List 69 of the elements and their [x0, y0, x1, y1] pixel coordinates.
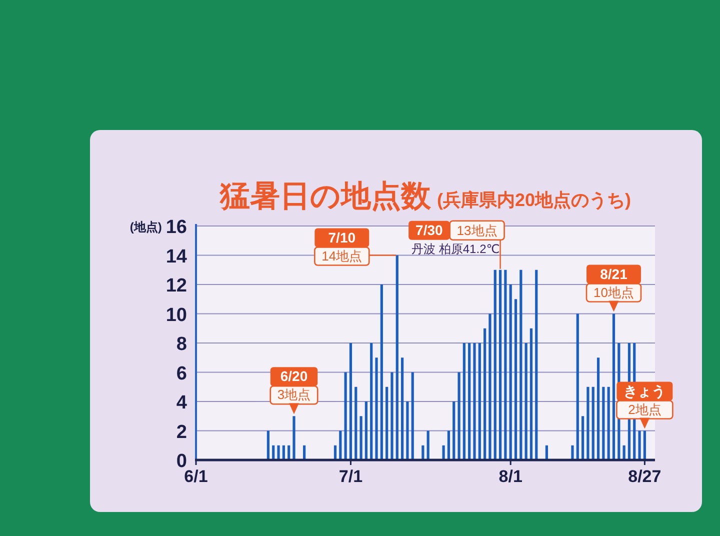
chart-title: 猛暑日の地点数: [218, 180, 432, 213]
bar: [524, 343, 528, 460]
bar: [380, 284, 383, 460]
bar: [349, 343, 352, 460]
bar: [375, 358, 378, 460]
bar: [364, 402, 368, 460]
bar: [643, 430, 646, 460]
bar: [360, 416, 362, 460]
bar: [400, 358, 404, 460]
bar: [458, 372, 460, 460]
bar: [488, 314, 492, 460]
x-tick-label: 6/1: [184, 467, 208, 486]
y-tick-label: 6: [176, 363, 187, 384]
y-tick-label: 2: [176, 422, 187, 443]
bar: [396, 255, 398, 460]
bar: [277, 445, 280, 460]
x-tick-label: 8/1: [498, 467, 522, 486]
bar: [514, 299, 518, 460]
bar: [266, 430, 270, 460]
bar: [354, 386, 358, 460]
bar: [447, 430, 450, 460]
bar: [571, 445, 574, 460]
bar: [586, 386, 590, 460]
bar: [607, 386, 610, 460]
bar: [596, 358, 600, 460]
bar: [370, 343, 373, 460]
y-tick-label: 16: [166, 217, 187, 238]
y-axis-title: (地点): [130, 220, 162, 234]
x-tick-label: 7/1: [338, 467, 363, 486]
bar: [535, 270, 538, 460]
bar: [411, 372, 414, 460]
x-tick-label: 8/27: [628, 467, 662, 486]
bar: [592, 386, 594, 460]
bar: [468, 343, 471, 460]
bar: [484, 328, 486, 460]
bar: [530, 328, 533, 460]
annotation: 8/21 10地点: [594, 266, 634, 300]
bar: [292, 416, 296, 460]
bar: [494, 270, 496, 460]
y-tick-label: 14: [166, 246, 188, 268]
bar: [390, 372, 394, 460]
y-tick-label: 10: [166, 304, 187, 326]
bar: [339, 430, 342, 460]
bar: [406, 402, 409, 460]
bar: [344, 372, 347, 460]
bar: [602, 386, 605, 460]
y-tick-label: 4: [176, 392, 188, 414]
bar: [462, 343, 466, 460]
bar: [478, 343, 481, 460]
bar: [638, 430, 641, 460]
bar: [520, 270, 522, 460]
annotation: 7/30 13地点: [416, 222, 498, 238]
bar: [386, 386, 388, 460]
bar: [426, 430, 430, 460]
annotation: 6/20 3地点: [277, 368, 311, 402]
bar: [509, 284, 512, 460]
bar: [452, 402, 456, 460]
bar: [576, 314, 579, 460]
y-tick-label: 0: [176, 451, 187, 472]
bar: [498, 270, 502, 460]
chart-subtitle: (兵庫県内20地点のうち): [436, 190, 632, 210]
y-tick-label: 12: [166, 276, 187, 296]
annotation: 7/10 14地点: [322, 229, 362, 264]
bar: [504, 270, 507, 460]
y-tick-label: 8: [176, 334, 187, 355]
annotation: きょう 2地点: [624, 382, 666, 417]
bar: [612, 314, 616, 460]
bar: [582, 416, 584, 460]
bar: [473, 343, 476, 460]
